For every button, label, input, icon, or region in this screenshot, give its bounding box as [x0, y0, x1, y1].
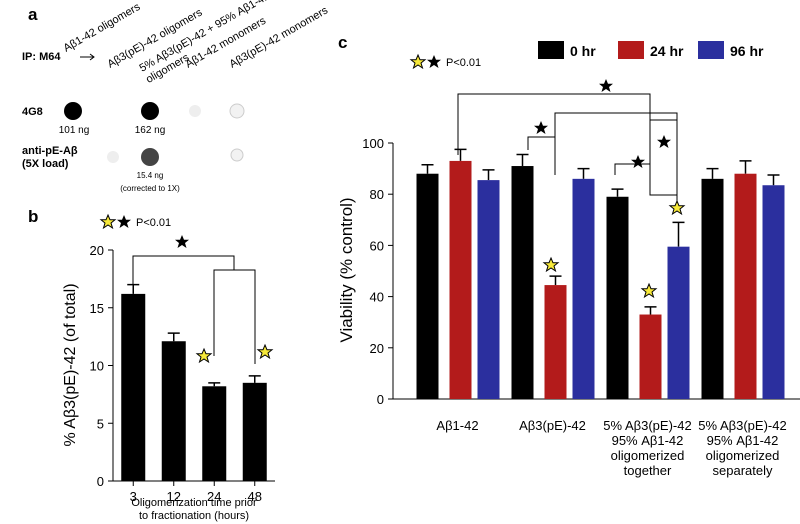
- bar: [477, 180, 500, 399]
- sig-star: [657, 135, 671, 148]
- bar: [734, 173, 757, 399]
- annotation: 162 ng: [135, 125, 166, 136]
- bar: [701, 178, 724, 399]
- error-bar: [421, 164, 434, 174]
- blot-dot: [141, 148, 159, 166]
- y-tick-label: 40: [370, 290, 384, 305]
- ip-label: IP: M64: [22, 51, 61, 63]
- error-bar: [248, 375, 261, 383]
- legend-swatch: [618, 41, 644, 59]
- legend-swatch: [698, 41, 724, 59]
- error-bar: [767, 174, 780, 186]
- bar: [121, 293, 146, 481]
- bar: [416, 173, 439, 399]
- x-tick-label: 3: [130, 489, 137, 504]
- y-tick-label: 0: [97, 474, 104, 489]
- legend-star: [427, 55, 441, 68]
- legend-label: 24 hr: [650, 43, 684, 59]
- sig-star: [534, 121, 548, 134]
- bar: [606, 196, 629, 399]
- row-label: 4G8: [22, 106, 43, 118]
- blot-dot: [230, 148, 244, 162]
- sig-star: [196, 348, 212, 363]
- panel-letter: c: [338, 33, 347, 52]
- row-label: anti-pE-Aβ (5X load): [22, 145, 78, 170]
- x-tick-label: 12: [167, 489, 181, 504]
- bracket: [132, 255, 256, 364]
- bar: [762, 185, 785, 399]
- error-bar: [482, 169, 495, 181]
- x-tick-label: 5% Aβ3(pE)-42 95% Aβ1-42 oligomerized toget…: [603, 418, 691, 478]
- legend-star: [410, 54, 426, 69]
- bar: [449, 160, 472, 399]
- bracket: [457, 93, 678, 210]
- bar: [667, 246, 690, 399]
- x-tick-label: 5% Aβ3(pE)-42 95% Aβ1-42 oligomerized separ…: [698, 418, 786, 478]
- legend-label: 0 hr: [570, 43, 596, 59]
- y-tick-label: 20: [370, 341, 384, 356]
- bar: [572, 178, 595, 399]
- bar: [511, 166, 534, 399]
- blot-dot: [229, 103, 245, 119]
- error-bar: [672, 221, 685, 247]
- x-tick-label: 48: [248, 489, 262, 504]
- sig-star: [543, 257, 559, 272]
- y-tick-label: 15: [90, 301, 104, 316]
- legend-star: [117, 215, 131, 228]
- sig-star: [175, 235, 189, 248]
- error-bar: [706, 167, 719, 179]
- legend-star: [100, 214, 116, 229]
- error-bar: [167, 332, 180, 342]
- error-bar: [611, 188, 624, 197]
- bar: [242, 382, 267, 481]
- legend-text: P<0.01: [136, 217, 171, 229]
- x-tick-label: 24: [207, 489, 221, 504]
- error-bar: [516, 153, 529, 167]
- sig-star: [669, 200, 685, 215]
- blot-dot: [189, 105, 201, 117]
- sig-star: [641, 283, 657, 298]
- panel-letter: b: [28, 207, 38, 226]
- y-tick-label: 100: [362, 136, 384, 151]
- error-bar: [577, 167, 590, 179]
- legend-text: P<0.01: [446, 57, 481, 69]
- y-tick-label: 20: [90, 243, 104, 258]
- error-bar: [644, 306, 657, 315]
- x-tick-label: Aβ1-42: [436, 418, 478, 433]
- error-bar: [454, 148, 467, 161]
- sig-star: [631, 155, 645, 168]
- y-axis-label: % Aβ3(pE)-42 (of total): [62, 283, 79, 446]
- bar: [202, 386, 227, 481]
- annotation: 101 ng: [59, 125, 90, 136]
- y-tick-label: 5: [97, 416, 104, 431]
- blot-dot: [141, 102, 159, 120]
- error-bar: [549, 275, 562, 286]
- arrow: [80, 53, 95, 61]
- y-tick-label: 80: [370, 187, 384, 202]
- sig-star: [599, 79, 613, 92]
- blot-dot: [107, 151, 119, 163]
- bar: [161, 341, 186, 481]
- y-tick-label: 60: [370, 238, 384, 253]
- bar: [639, 314, 662, 399]
- error-bar: [739, 160, 752, 174]
- error-bar: [127, 283, 140, 294]
- y-tick-label: 10: [90, 359, 104, 374]
- x-axis-label: Oligomerization time prior to fractionati…: [131, 497, 257, 522]
- error-bar: [208, 382, 221, 387]
- blot-dot: [64, 102, 82, 120]
- annotation: 15.4 ng (corrected to 1X): [120, 171, 180, 193]
- legend-swatch: [538, 41, 564, 59]
- x-tick-label: Aβ3(pE)-42: [519, 418, 586, 433]
- legend-label: 96 hr: [730, 43, 764, 59]
- bar: [544, 285, 567, 399]
- sig-star: [257, 344, 273, 359]
- y-tick-label: 0: [377, 392, 384, 407]
- panel-letter: a: [28, 5, 38, 24]
- y-axis-label: Viability (% control): [337, 197, 356, 342]
